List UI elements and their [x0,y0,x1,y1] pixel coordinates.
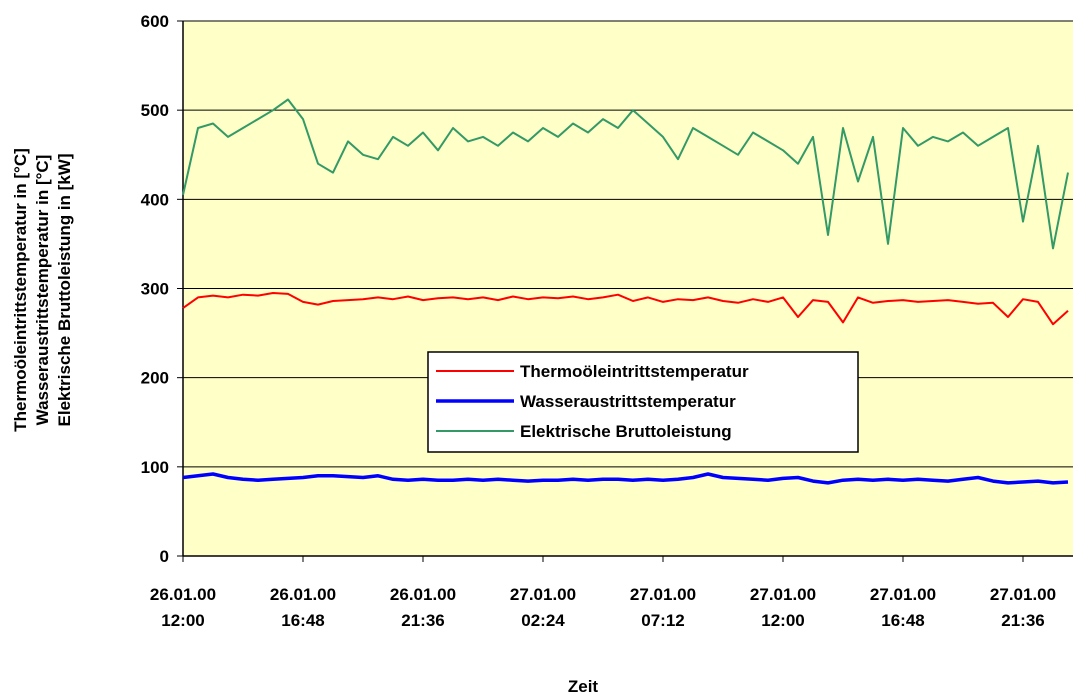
legend-label: Elektrische Bruttoleistung [520,422,732,441]
y-tick-label: 400 [141,190,169,209]
x-tick-label: 26.01.00 12:00 [150,585,216,630]
x-tick-label: 26.01.00 16:48 [270,585,336,630]
y-axis-title: Elektrische Bruttoleistung in [kW] [55,154,74,427]
series-line [182,472,1069,485]
x-tick-label: 27.01.00 12:00 [750,585,816,630]
y-tick-label: 200 [141,369,169,388]
x-tick-label: 26.01.00 21:36 [390,585,456,630]
x-axis-title: Zeit [568,677,599,693]
series-line [182,292,1069,326]
y-tick-label: 100 [141,458,169,477]
y-tick-label: 600 [141,12,169,31]
y-axis-title: Thermoöleintrittstemperatur in [°C] [11,148,30,432]
x-tick-label: 27.01.00 16:48 [870,585,936,630]
x-tick-label: 27.01.00 02:24 [510,585,576,630]
series-line [182,98,1069,250]
y-tick-label: 300 [141,280,169,299]
y-tick-label: 500 [141,101,169,120]
x-tick-label: 27.01.00 21:36 [990,585,1056,630]
y-tick-label: 0 [160,547,169,566]
x-tick-label: 27.01.00 07:12 [630,585,696,630]
legend-label: Wasseraustrittstemperatur [520,392,736,411]
y-axis-title: Wasseraustrittstemperatur in [°C] [33,155,52,426]
legend-label: Thermoöleintrittstemperatur [520,362,749,381]
